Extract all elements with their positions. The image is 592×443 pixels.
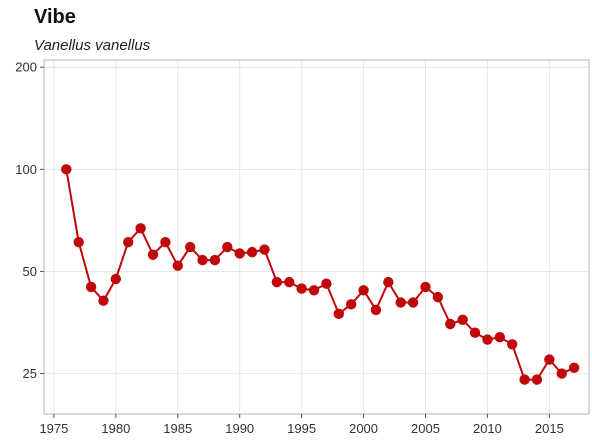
- chart-title: Vibe: [34, 6, 76, 28]
- y-tick-label: 50: [23, 264, 37, 279]
- data-point: [370, 304, 382, 316]
- data-point: [395, 297, 406, 308]
- data-point: [172, 260, 183, 271]
- data-point: [494, 331, 506, 343]
- x-tick-label: 1985: [163, 421, 192, 436]
- data-point: [259, 244, 270, 255]
- data-point: [234, 248, 245, 259]
- data-point: [345, 299, 357, 310]
- x-tick-label: 1975: [39, 421, 68, 436]
- data-point: [284, 276, 295, 288]
- data-point: [135, 223, 146, 234]
- y-tick-label: 200: [15, 60, 37, 75]
- data-point: [358, 285, 369, 296]
- y-axis-ticks: 25 50 100 200: [15, 60, 44, 381]
- y-tick-label: 25: [23, 366, 37, 381]
- data-point: [432, 291, 444, 303]
- data-point: [333, 308, 344, 320]
- data-point: [469, 327, 481, 338]
- y-tick-label: 100: [15, 162, 37, 177]
- data-point: [209, 254, 221, 266]
- data-point: [123, 236, 134, 248]
- data-point: [482, 334, 493, 345]
- data-point: [147, 249, 159, 260]
- data-point: [556, 368, 567, 379]
- x-tick-label: 2010: [473, 421, 502, 436]
- x-tick-label: 1990: [225, 421, 254, 436]
- data-point: [98, 295, 109, 306]
- data-point: [507, 339, 518, 350]
- data-point: [308, 285, 320, 296]
- data-point: [544, 354, 555, 365]
- x-tick-label: 2015: [535, 421, 564, 436]
- data-point: [445, 318, 456, 330]
- data-point: [568, 362, 580, 373]
- data-point: [383, 276, 394, 288]
- data-point: [296, 283, 307, 294]
- data-point: [531, 374, 543, 385]
- data-point: [73, 236, 84, 248]
- data-point: [160, 236, 171, 248]
- data-point: [271, 276, 283, 288]
- x-tick-label: 2000: [349, 421, 378, 436]
- chart-subtitle: Vanellus vanellus: [34, 37, 151, 54]
- data-point: [246, 246, 258, 258]
- x-axis-ticks: 1975 1980 1985 1990 1995 2000 2005 2010 2015: [39, 414, 564, 436]
- data-point: [420, 281, 431, 293]
- series-line: [65, 169, 575, 381]
- grid-lines: [44, 60, 589, 414]
- data-point: [321, 278, 332, 289]
- data-point: [457, 314, 468, 326]
- data-point: [519, 374, 530, 385]
- data-point: [184, 241, 196, 253]
- x-tick-label: 2005: [411, 421, 440, 436]
- x-tick-label: 1980: [101, 421, 130, 436]
- data-point: [61, 164, 72, 175]
- plot-frame: [43, 59, 590, 415]
- data-point: [197, 254, 208, 266]
- data-point: [222, 241, 233, 253]
- data-point: [85, 281, 97, 293]
- series-group: [61, 164, 580, 385]
- x-tick-label: 1995: [287, 421, 316, 436]
- data-point: [407, 297, 419, 308]
- data-point: [110, 273, 122, 285]
